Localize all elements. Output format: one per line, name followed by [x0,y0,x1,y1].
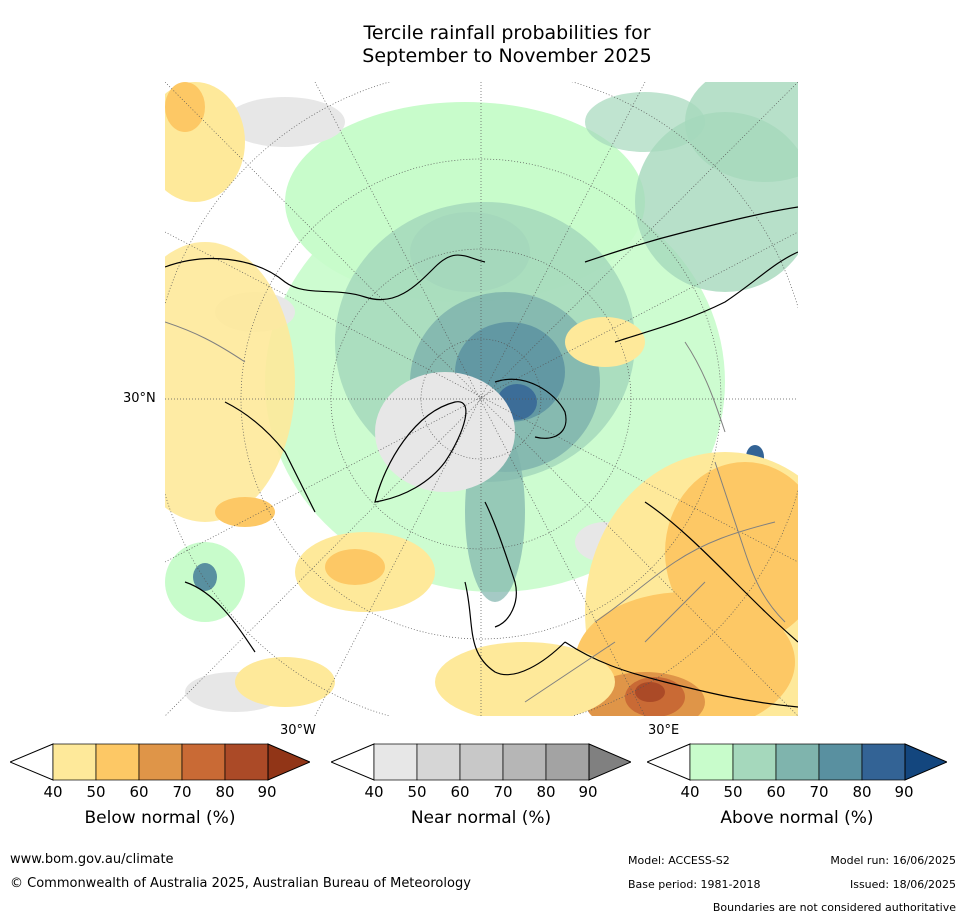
colorbar-below-normal: 40 50 60 70 80 90 Below normal (%) [8,743,312,843]
colorbar-caption-below: Below normal (%) [84,808,236,828]
colorbar-tick: 80 [852,783,872,801]
colorbar-tick: 50 [407,783,427,801]
probability-map [165,82,798,716]
colorbar-above-normal: 40 50 60 70 80 90 Above normal (%) [645,743,949,843]
colorbar-low-extension [329,743,375,781]
colorbar-caption-near: Near normal (%) [410,808,552,828]
colorbar-segment [545,743,590,781]
colorbar-tick: 60 [129,783,149,801]
longitude-label-west: 30°W [280,723,316,738]
colorbar-low-extension [645,743,691,781]
colorbar-segment [689,743,734,781]
colorbar-segment [861,743,906,781]
colorbar-tick: 40 [680,783,700,801]
colorbar-tick: 90 [257,783,277,801]
country-boundaries [165,321,786,703]
footer-base-period: Base period: 1981-2018 [628,878,761,891]
colorbar-segment [818,743,863,781]
colorbar-tick: 50 [86,783,106,801]
colorbar-below-normal-scale [8,743,312,781]
colorbar-segment [224,743,269,781]
colorbar-high-extension [588,743,633,781]
map-title: Tercile rainfall probabilities for Septe… [0,22,965,68]
colorbar-tick: 70 [493,783,513,801]
colorbar-segment [138,743,183,781]
colorbar-caption-above: Above normal (%) [720,808,874,828]
colorbar-high-extension [267,743,312,781]
longitude-label-east: 30°E [648,723,680,738]
title-line-2: September to November 2025 [362,45,652,67]
below-normal-region [165,82,798,716]
colorbar-segment [732,743,777,781]
colorbar-tick: 40 [43,783,63,801]
footer-disclaimer: Boundaries are not considered authoritat… [712,901,956,914]
colorbar-segment [52,743,97,781]
colorbar-tick: 80 [215,783,235,801]
colorbar-tick: 60 [450,783,470,801]
footer-model-run: Model run: 16/06/2025 [830,854,956,867]
title-line-1: Tercile rainfall probabilities for [363,22,651,44]
colorbar-segment [775,743,820,781]
colorbar-segment [181,743,226,781]
colorbar-segment [416,743,461,781]
colorbar-low-extension [8,743,54,781]
colorbar-near-normal: 40 50 60 70 80 90 Near normal (%) [329,743,633,843]
graticule [165,82,798,716]
footer-url: www.bom.gov.au/climate [10,852,174,867]
colorbar-segment [373,743,418,781]
colorbar-segment [502,743,547,781]
colorbar-tick: 40 [364,783,384,801]
footer-model: Model: ACCESS-S2 [628,854,730,867]
colorbar-segment [95,743,140,781]
colorbar-segment [459,743,504,781]
colorbar-tick: 60 [766,783,786,801]
colorbar-tick: 80 [536,783,556,801]
colorbar-near-normal-scale [329,743,633,781]
latitude-label: 30°N [123,391,156,406]
coastlines [165,206,798,708]
colorbar-tick: 90 [578,783,598,801]
colorbar-tick: 50 [723,783,743,801]
colorbar-above-normal-scale [645,743,949,781]
footer-issued: Issued: 18/06/2025 [849,878,956,891]
colorbar-high-extension [904,743,949,781]
footer-copyright: © Commonwealth of Australia 2025, Austra… [10,876,471,891]
colorbar-tick: 70 [172,783,192,801]
colorbar-tick: 70 [809,783,829,801]
colorbar-tick: 90 [894,783,914,801]
